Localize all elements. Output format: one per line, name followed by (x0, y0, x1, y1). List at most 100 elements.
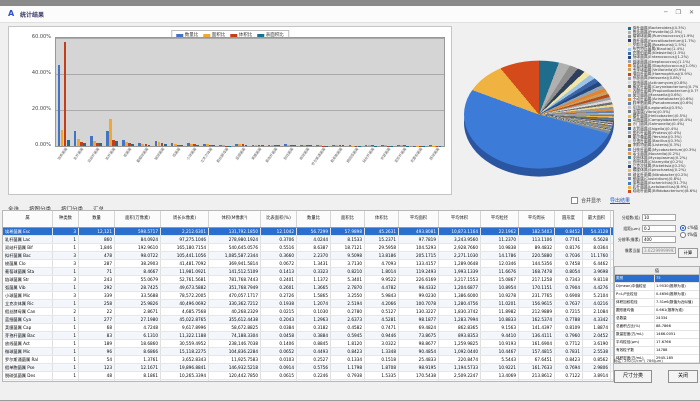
merge-checkbox-label: 合并显示 (581, 197, 601, 204)
table-cell: 41,481.7092 (161, 260, 209, 267)
table-cell: 1 (53, 236, 79, 243)
size-classify-button[interactable]: 尺寸分类 (614, 370, 652, 383)
table-cell: 0.0652 (261, 348, 297, 355)
table-cell: 4.7248 (115, 324, 161, 331)
table-cell: 22.1962 (481, 228, 519, 235)
column-header[interactable]: 面积(万像素) (115, 211, 161, 227)
table-cell: 78,572.2005 (161, 292, 209, 299)
merge-checkbox[interactable] (571, 197, 578, 204)
summary-row[interactable]: 数量密度(万/mL)1466.0051 (615, 331, 699, 339)
column-header[interactable]: 属 (3, 211, 53, 227)
column-header[interactable]: 平均周长 (519, 211, 555, 227)
column-header[interactable]: 周长(k像素) (161, 211, 209, 227)
table-cell: 131,792.1850 (209, 228, 261, 235)
table-cell: 45,022.8765 (161, 316, 209, 323)
summary-row[interactable]: 总面积占比(%)88.7866 (615, 323, 699, 331)
table-cell: 9,617.8996 (161, 324, 209, 331)
close-button[interactable]: 关闭 (668, 370, 698, 383)
radio-icon[interactable] (680, 225, 686, 231)
table-cell: 49,673.5882 (161, 284, 209, 291)
column-header[interactable]: 体积(M像素³) (209, 211, 261, 227)
table-cell: 0.2726 (261, 292, 297, 299)
table-cell: 11,322.1188 (161, 332, 209, 339)
table-cell: 74,188.3304 (209, 332, 261, 339)
table-row[interactable]: 硝化杆菌属 Nit111411.221618,334.0496133,940.5… (3, 380, 613, 382)
table-cell: 3 (53, 228, 79, 235)
export-results-link[interactable]: 导出结果 (610, 197, 630, 204)
param-input[interactable] (642, 214, 676, 221)
minimize-icon[interactable]: ─ (664, 9, 668, 16)
column-header[interactable]: 数量比 (297, 211, 331, 227)
table-cell: 1.2074 (297, 300, 331, 307)
column-header[interactable]: 数量 (79, 211, 115, 227)
table-cell: 98.1877 (399, 316, 439, 323)
column-header[interactable]: 种类数 (53, 211, 79, 227)
table-cell: 0.0615 (261, 372, 297, 379)
column-header[interactable]: 面积比 (331, 211, 365, 227)
x-axis-label: 假丝酵母属 (216, 147, 230, 164)
y-axis-tick: 0.00% (9, 142, 51, 148)
statistics-table: 属种类数数量面积(万像素)周长(k像素)体积(M像素³)比表面积(%)数量比面积… (2, 210, 614, 382)
table-cell: 1 (53, 316, 79, 323)
close-icon[interactable]: ✕ (689, 9, 694, 16)
table-cell: 25.4833 (399, 356, 439, 363)
column-header[interactable]: 平均粒径 (481, 211, 519, 227)
table-cell: 0.1334 (331, 356, 365, 363)
pie-legend-swatch (628, 48, 631, 51)
pie-legend-swatch (628, 31, 631, 34)
radio-option[interactable]: t%值 (680, 231, 698, 238)
param-input[interactable] (642, 225, 676, 232)
pie-legend-swatch (628, 39, 631, 42)
param-input[interactable] (642, 247, 676, 254)
x-axis-label: 乳杆菌属 (73, 147, 85, 161)
param-input[interactable] (642, 236, 676, 243)
table-cell: 18,334.0496 (161, 380, 209, 382)
table-cell: 205.1715 (399, 252, 439, 259)
column-header[interactable]: 平均面积 (399, 211, 439, 227)
table-cell: 0.5945 (331, 332, 365, 339)
column-header[interactable]: 体积比 (365, 211, 399, 227)
radio-icon[interactable] (680, 232, 686, 238)
pie-legend-swatch (628, 182, 631, 185)
column-header[interactable]: 平均体积 (439, 211, 481, 227)
column-header[interactable]: 圆形度 (555, 211, 583, 227)
param-label: 分辨率(像素) (614, 237, 640, 243)
summary-row[interactable]: 平均粒径(μm)17.6766 (615, 339, 699, 347)
radio-option[interactable]: c%值 (680, 224, 698, 231)
calculate-button[interactable]: 计算 (678, 248, 698, 258)
table-cell: 189 (79, 340, 115, 347)
maximize-icon[interactable]: ❐ (676, 9, 681, 16)
pie-legend-swatch (628, 106, 631, 109)
table-cell: 57.9898 (331, 228, 365, 235)
column-header[interactable]: 比表面积(%) (261, 211, 297, 227)
table-cell: 339 (79, 292, 115, 299)
pie-legend-swatch (628, 123, 631, 126)
column-header[interactable]: 最大面积 (583, 211, 611, 227)
